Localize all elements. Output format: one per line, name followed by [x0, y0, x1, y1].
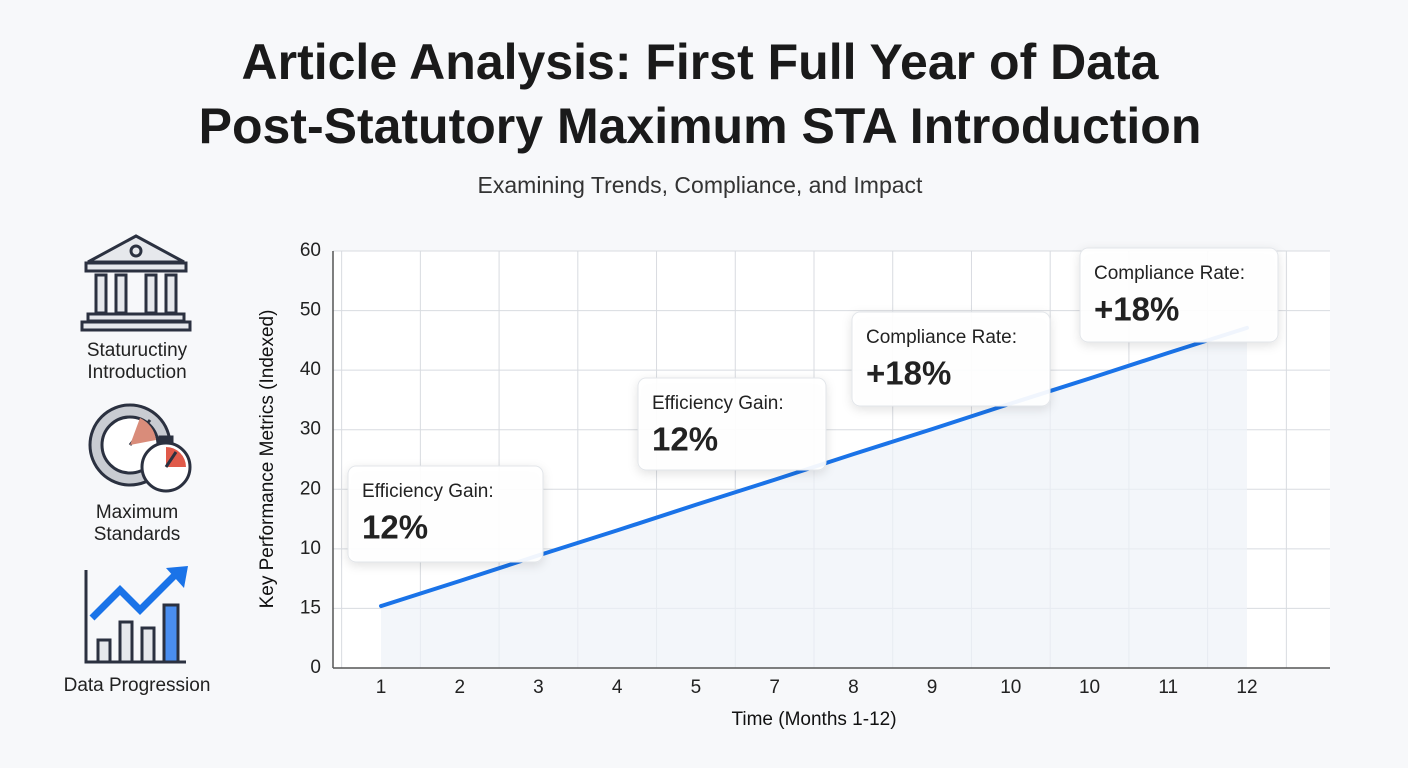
card-box	[347, 465, 544, 563]
annotation-card: Efficiency Gain: 12%	[637, 377, 827, 471]
sidebar-label: Maximum	[96, 502, 178, 523]
y-tick-label: 10	[300, 538, 321, 559]
annotation-card: Compliance Rate: +18%	[851, 311, 1051, 407]
x-tick-label: 1	[376, 677, 387, 698]
y-tick-label: 50	[300, 300, 321, 321]
x-axis-label: Time (Months 1-12)	[731, 709, 896, 730]
card-label: Compliance Rate:	[866, 327, 1017, 348]
annotation-card: Compliance Rate: +18%	[1079, 247, 1279, 343]
x-tick-label: 8	[848, 677, 859, 698]
card-box	[637, 377, 827, 471]
card-value: 12%	[362, 509, 428, 546]
x-tick-label: 2	[454, 677, 465, 698]
card-label: Efficiency Gain:	[362, 481, 494, 502]
chart-title: Post-Statutory Maximum STA Introduction	[199, 98, 1202, 154]
sidebar-label: Standards	[94, 524, 181, 545]
chart-title: Article Analysis: First Full Year of Dat…	[242, 34, 1160, 90]
sidebar-label: Introduction	[87, 362, 186, 383]
x-tick-label: 12	[1236, 677, 1257, 698]
x-tick-label: 5	[691, 677, 702, 698]
card-label: Efficiency Gain:	[652, 393, 784, 414]
y-tick-label: 15	[300, 597, 321, 618]
sidebar-label: Data Progression	[64, 675, 211, 696]
annotation-card: Efficiency Gain: 12%	[347, 465, 544, 563]
x-tick-label: 4	[612, 677, 623, 698]
card-box	[851, 311, 1051, 407]
x-tick-label: 9	[927, 677, 938, 698]
y-tick-label: 60	[300, 240, 321, 261]
x-tick-label: 3	[533, 677, 544, 698]
card-value: +18%	[1094, 291, 1179, 328]
chart-subtitle: Examining Trends, Compliance, and Impact	[478, 172, 923, 198]
x-tick-label: 11	[1158, 677, 1178, 698]
gauge-icon	[88, 403, 192, 493]
y-tick-label: 40	[300, 359, 321, 380]
y-tick-label: 20	[300, 478, 321, 499]
card-box	[1079, 247, 1279, 343]
y-tick-label: 30	[300, 419, 321, 440]
annotations: Efficiency Gain: 12% Efficiency Gain: 12% Co…	[347, 247, 1279, 563]
line-area	[381, 327, 1247, 668]
x-tick-label: 10	[1079, 677, 1100, 698]
card-label: Compliance Rate:	[1094, 263, 1245, 284]
card-value: 12%	[652, 421, 718, 458]
x-tick-label: 10	[1000, 677, 1021, 698]
bank-icon	[80, 234, 192, 332]
card-value: +18%	[866, 355, 951, 392]
growth-icon	[84, 566, 188, 664]
sidebar-label: Statuructiny	[87, 340, 188, 361]
x-tick-label: 7	[769, 677, 780, 698]
y-tick-label: 0	[310, 657, 321, 678]
y-axis-label: Key Performance Metrics (Indexed)	[257, 310, 278, 609]
